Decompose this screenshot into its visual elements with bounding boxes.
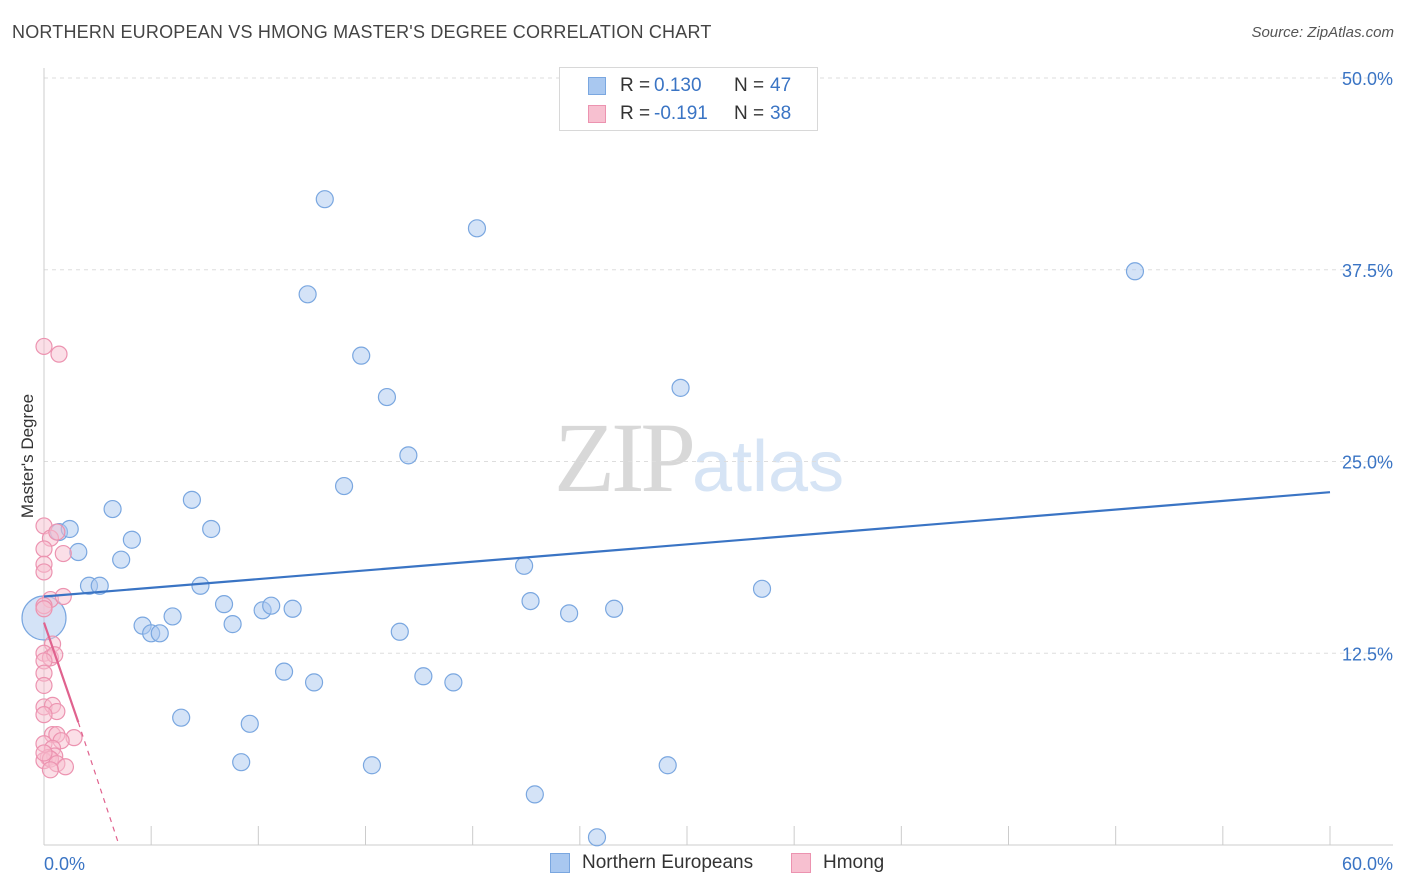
bottom-legend-swatch-pink: [791, 853, 811, 873]
point-northern-european: [1125, 262, 1145, 281]
point-northern-european: [90, 576, 109, 595]
bottom-legend-northern-europeans: Northern Europeans: [550, 852, 753, 874]
point-northern-european: [182, 490, 201, 509]
point-northern-european: [223, 615, 242, 634]
point-northern-european: [362, 756, 382, 775]
legend-r-value: -0.191: [654, 103, 708, 124]
legend-r-label: R =: [620, 103, 651, 124]
point-hmong: [48, 523, 66, 541]
point-northern-european: [240, 714, 259, 733]
y-tick-label: 12.5%: [1342, 644, 1393, 664]
point-northern-european: [103, 499, 122, 519]
trendline-hmong-extension: [77, 722, 120, 846]
source-label: Source: ZipAtlas.com: [1251, 24, 1394, 41]
point-northern-european: [444, 673, 463, 692]
point-northern-european: [202, 519, 221, 539]
point-northern-european: [390, 622, 409, 641]
watermark-atlas: atlas: [692, 427, 845, 507]
point-northern-european: [214, 595, 234, 614]
point-hmong: [35, 744, 53, 762]
point-northern-european: [521, 591, 540, 611]
legend-r-label: R =: [620, 75, 651, 96]
point-northern-european: [605, 599, 624, 618]
bottom-legend-hmong: Hmong: [791, 852, 884, 874]
point-hmong: [56, 758, 75, 776]
legend: R = 0.130 N = 47 R = -0.191 N = 38: [559, 67, 818, 131]
trendline-hmong: [42, 622, 80, 723]
x-tick-label-max: 60.0%: [1342, 854, 1393, 874]
point-northern-european: [122, 530, 141, 549]
legend-row-hmong: R = -0.191 N = 38: [560, 100, 791, 128]
point-northern-european: [560, 604, 579, 623]
point-northern-european: [658, 756, 677, 775]
point-northern-european: [752, 579, 772, 598]
point-northern-european: [232, 753, 251, 772]
point-hmong: [35, 563, 53, 581]
point-northern-european: [467, 219, 487, 238]
point-northern-european: [283, 599, 302, 618]
trendline-northern-europeans: [43, 491, 1331, 598]
y-tick-label: 37.5%: [1342, 261, 1393, 281]
point-northern-european: [352, 346, 371, 365]
point-northern-european: [172, 708, 191, 727]
point-northern-european: [163, 607, 182, 626]
point-hmong: [35, 600, 53, 618]
y-tick-label: 50.0%: [1342, 69, 1393, 89]
point-northern-european: [525, 785, 544, 804]
watermark-zip: ZIP: [554, 402, 696, 513]
watermark: ZIPatlas: [554, 400, 844, 515]
point-northern-european: [515, 556, 534, 575]
x-tick-label-min: 0.0%: [44, 854, 85, 874]
legend-n-value: 47: [770, 75, 792, 96]
point-northern-european: [69, 542, 88, 562]
legend-r-value: 0.130: [654, 75, 702, 96]
point-hmong: [54, 544, 72, 563]
y-tick-label: 25.0%: [1342, 453, 1393, 473]
legend-row-northern-europeans: R = 0.130 N = 47: [560, 72, 791, 100]
point-northern-european: [274, 662, 294, 681]
legend-n-value: 38: [770, 103, 792, 124]
point-northern-european: [262, 596, 281, 615]
point-northern-european: [414, 667, 433, 686]
point-hmong: [41, 761, 60, 779]
point-northern-european: [377, 387, 397, 407]
bottom-legend-swatch-blue: [550, 853, 570, 873]
point-northern-european: [315, 190, 334, 209]
point-northern-european: [298, 285, 317, 304]
point-hmong: [35, 337, 53, 356]
point-northern-european: [304, 673, 324, 692]
point-hmong: [35, 540, 53, 558]
point-northern-european: [191, 576, 210, 595]
bottom-legend-label: Hmong: [823, 852, 885, 873]
point-northern-european: [150, 624, 169, 643]
point-hmong: [50, 345, 68, 363]
point-hmong: [35, 706, 53, 724]
point-northern-european: [112, 550, 131, 569]
point-northern-european: [587, 828, 607, 847]
bottom-legend-label: Northern Europeans: [582, 852, 754, 873]
legend-n-label: N =: [734, 75, 765, 96]
point-hmong: [54, 587, 72, 606]
legend-swatch-blue: [588, 77, 606, 95]
point-northern-european: [334, 476, 354, 496]
point-northern-european: [671, 378, 690, 397]
chart-title: NORTHERN EUROPEAN VS HMONG MASTER'S DEGR…: [12, 22, 712, 42]
legend-swatch-pink: [588, 105, 606, 123]
point-northern-european: [399, 446, 418, 465]
point-hmong: [35, 676, 53, 695]
legend-n-label: N =: [734, 103, 765, 124]
